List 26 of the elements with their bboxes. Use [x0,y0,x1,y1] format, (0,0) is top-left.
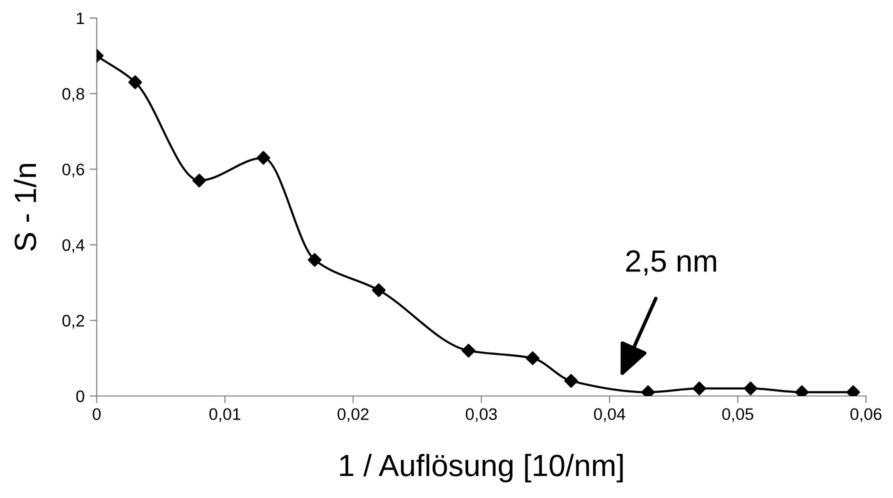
x-tick-label: 0,04 [594,408,626,422]
y-tick-label: 0,2 [62,314,84,329]
point [372,283,386,298]
x-tick-label: 0,03 [466,408,497,422]
x-tick-label: 0,02 [338,408,369,422]
x-tick-label: 0,05 [722,408,754,422]
annotation: 2,5 nm [626,250,716,276]
y-tick-label: 0,4 [62,239,84,253]
y-axis-title: S - 1/n [14,164,36,251]
point [128,75,142,90]
point [526,351,540,366]
y-tick-label: 0,6 [62,164,84,178]
y-tick-label: 0 [76,390,84,402]
point [192,174,206,188]
x-tick-label: 0,01 [209,408,240,422]
point [308,253,322,267]
point [744,382,758,396]
x-axis-title: 1 / Auflösung [10/nm] [340,454,623,482]
point [256,150,270,165]
point [692,382,706,396]
y-tick-label: 0,8 [62,88,84,102]
y-tick-label: 1 [76,12,84,24]
x-tick-label: 0,06 [850,408,882,422]
point [462,344,476,358]
point [564,374,578,388]
x-tick-label: 0 [92,408,101,420]
